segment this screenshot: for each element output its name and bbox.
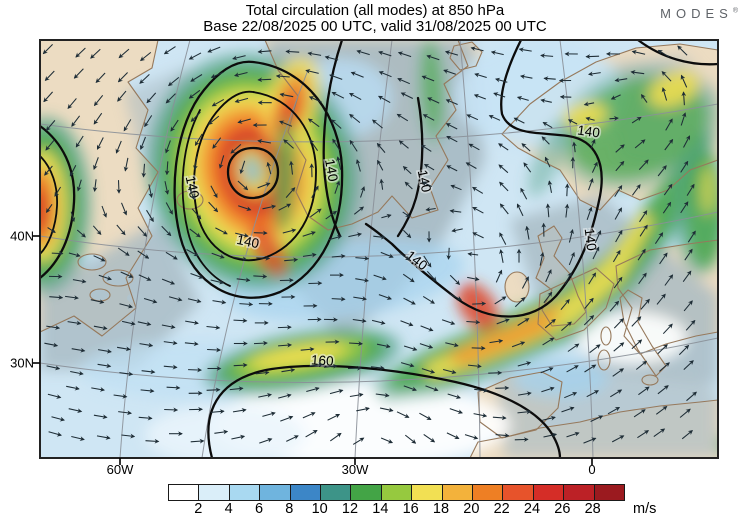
colorbar-segment-5 (290, 485, 322, 500)
chart-title: Total circulation (all modes) at 850 hPa (245, 2, 505, 19)
coastlines (40, 40, 718, 458)
colorbar-segment-3 (229, 485, 261, 500)
colorbar (168, 484, 625, 501)
contour-vortex-mid (193, 90, 317, 262)
colorbar-segment-15 (594, 485, 625, 500)
colorbar-segment-8 (381, 485, 413, 500)
colorbar-tick-18: 18 (432, 501, 450, 516)
colorbar-tick-22: 22 (493, 501, 510, 516)
colorbar-tick-26: 26 (554, 501, 571, 516)
colorbar-tick-20: 20 (463, 501, 480, 516)
colorbar-tick-8: 8 (285, 501, 294, 516)
contour-label-140: 140 (415, 168, 434, 193)
colorbar-segment-11 (473, 485, 504, 500)
colorbar-segment-9 (412, 485, 443, 500)
colorbar-tick-10: 10 (311, 501, 328, 516)
contour-left-loop (40, 124, 76, 280)
colorbar-segment-2 (199, 485, 230, 500)
wind-vector-arrows (42, 44, 697, 445)
colorbar-tick-6: 6 (254, 501, 264, 516)
contour-label-140: 140 (183, 174, 202, 199)
contour-label-140: 140 (576, 123, 600, 141)
colorbar-tick-16: 16 (402, 501, 419, 516)
contour-label-140: 140 (322, 158, 341, 183)
colorbar-tick-2: 2 (194, 501, 203, 516)
contour-vortex-outer (173, 60, 344, 299)
colorbar-unit: m/s (633, 501, 657, 516)
colorbar-tick-28: 28 (584, 501, 601, 516)
contour-left-loop-inner (40, 155, 58, 255)
colorbar-tick-24: 24 (523, 501, 541, 516)
colorbar-segment-14 (564, 485, 595, 500)
colorbar-tick-4: 4 (224, 501, 233, 516)
colorbar-tick-12: 12 (341, 501, 359, 516)
modes-logo: MODES® (660, 6, 738, 21)
colorbar-segment-10 (442, 485, 474, 500)
contour-label-140: 140 (582, 227, 600, 251)
contour-vortex-eye (226, 146, 280, 200)
colorbar-segment-4 (260, 485, 291, 500)
colorbar-segment-7 (351, 485, 382, 500)
lat-label-40N: 40N (10, 228, 34, 244)
contour-label-140: 140 (235, 232, 260, 251)
lon-label-60W: 60W (106, 462, 134, 477)
land-ireland (505, 272, 529, 302)
contour-topright-arc (636, 40, 718, 66)
lon-label-30W: 30W (341, 462, 369, 477)
lat-label-30N: 30N (10, 355, 34, 371)
colorbar-segment-13 (533, 485, 565, 500)
axis-ticks (33, 235, 593, 465)
colorbar-segment-1 (169, 485, 200, 500)
contour-greenland (322, 40, 344, 238)
colorbar-segment-12 (503, 485, 534, 500)
contour-vortex-west-arc (181, 109, 231, 287)
contour-finger (396, 96, 424, 238)
chart-subtitle: Base 22/08/2025 00 UTC, valid 31/08/2025… (203, 18, 547, 35)
map-frame (39, 39, 719, 459)
colorbar-tick-14: 14 (372, 501, 389, 516)
lon-label-0: 0 (588, 462, 596, 477)
colorbar-segment-6 (321, 485, 352, 500)
registered-mark: ® (732, 7, 738, 15)
title-block: Total circulation (all modes) at 850 hPa… (0, 3, 750, 35)
